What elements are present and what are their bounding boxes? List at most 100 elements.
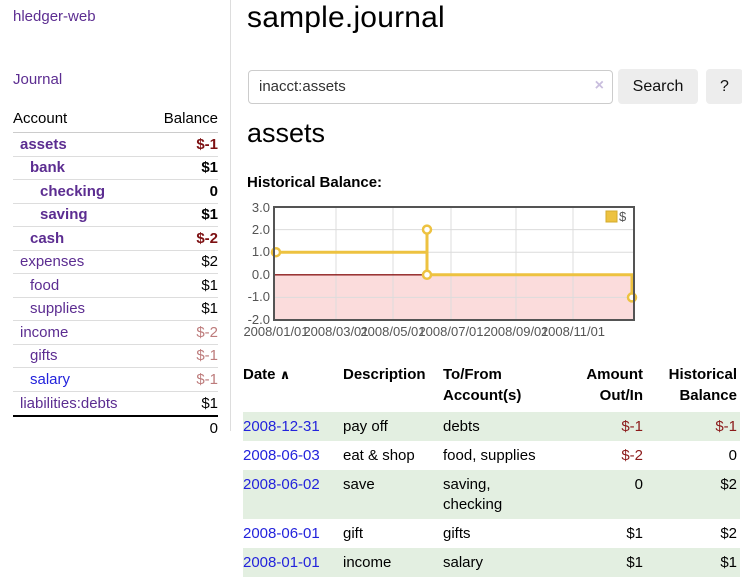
- account-row-liabilities-debts: liabilities:debts $1: [13, 392, 218, 416]
- transaction-balance: 0: [728, 446, 737, 464]
- account-balance: $-2: [196, 229, 218, 247]
- y-tick: -2.0: [247, 312, 270, 327]
- account-link-cash[interactable]: cash: [30, 229, 65, 247]
- account-link-expenses[interactable]: expenses: [20, 253, 85, 271]
- transaction-description: gift: [343, 524, 364, 542]
- transaction-amount: $1: [626, 524, 643, 542]
- historical-balance-label: Historical Balance:: [247, 174, 383, 191]
- account-balance-table: Account Balance assets $-1 bank $1 check…: [13, 104, 218, 440]
- y-tick: -1.0: [247, 289, 270, 304]
- balance-series-line: [276, 229, 634, 298]
- account-balance: $-1: [196, 347, 218, 365]
- transaction-description: income: [343, 553, 392, 571]
- transaction-accounts: gifts: [443, 524, 471, 542]
- chart-canvas: $: [270, 206, 638, 321]
- account-link-checking[interactable]: checking: [40, 182, 106, 200]
- accounts-total-value: 0: [209, 420, 218, 437]
- balance-column-header: Balance: [163, 110, 218, 127]
- historical-balance-chart: 3.0 2.0 1.0 0.0 -1.0 -2.0: [240, 200, 642, 348]
- transaction-date-link[interactable]: 2008-01-01: [243, 553, 320, 571]
- account-heading: assets: [247, 118, 326, 148]
- account-table-header: Account Balance: [13, 104, 218, 133]
- search-input[interactable]: [248, 69, 613, 104]
- transaction-amount: 0: [634, 475, 643, 493]
- register-table: Date ∧ Description To/From Account(s) Am…: [243, 362, 740, 577]
- account-row-saving: saving $1: [13, 204, 218, 227]
- y-tick: 0.0: [251, 267, 270, 282]
- chart-frame: [273, 206, 635, 321]
- date-header-label: Date: [243, 366, 276, 383]
- account-link-food[interactable]: food: [30, 276, 60, 294]
- register-header-row: Date ∧ Description To/From Account(s) Am…: [243, 362, 740, 412]
- account-balance: $-1: [196, 135, 218, 153]
- account-balance: $2: [201, 253, 218, 271]
- account-link-gifts[interactable]: gifts: [30, 347, 58, 365]
- transaction-balance: $1: [720, 553, 737, 571]
- transaction-balance: $2: [720, 475, 737, 493]
- account-balance: $1: [201, 300, 218, 318]
- transaction-amount: $-2: [621, 446, 643, 464]
- account-balance: $1: [201, 206, 218, 224]
- account-balance: $1: [201, 159, 218, 177]
- account-row-gifts: gifts $-1: [13, 345, 218, 368]
- account-balance: $1: [201, 394, 218, 412]
- y-tick: 2.0: [251, 222, 270, 237]
- search-button[interactable]: Search: [618, 69, 698, 104]
- account-link-supplies[interactable]: supplies: [30, 300, 86, 318]
- account-row-income: income $-2: [13, 321, 218, 345]
- transaction-row: 2008-06-03 eat & shop food, supplies $-2…: [243, 441, 740, 470]
- transaction-accounts: salary: [443, 553, 484, 571]
- account-row-cash: cash $-2: [13, 227, 218, 251]
- sidebar-item-journal[interactable]: Journal: [13, 71, 63, 88]
- account-column-header: Account: [13, 110, 68, 127]
- accounts-total-row: 0: [13, 415, 218, 440]
- sort-ascending-icon: ∧: [279, 367, 291, 382]
- amount-column-header: Amount Out/In: [586, 366, 643, 404]
- account-row-assets: assets $-1: [13, 133, 218, 157]
- app-brand-link[interactable]: hledger-web: [13, 8, 96, 25]
- account-row-checking: checking 0: [13, 180, 218, 204]
- account-link-bank[interactable]: bank: [30, 159, 66, 177]
- transaction-date-link[interactable]: 2008-06-02: [243, 475, 320, 493]
- x-tick: 2008/05/01: [360, 324, 426, 339]
- account-row-expenses: expenses $2: [13, 251, 218, 274]
- account-balance: $-1: [196, 370, 218, 388]
- transaction-date-link[interactable]: 2008-06-03: [243, 446, 320, 464]
- balance-column-header: Historical Balance: [668, 366, 737, 404]
- tofrom-column-header: To/From Account(s): [443, 366, 522, 404]
- account-row-food: food $1: [13, 274, 218, 298]
- x-tick: 2008/01/01: [243, 324, 309, 339]
- y-tick: 3.0: [251, 200, 270, 215]
- account-balance: $1: [201, 276, 218, 294]
- date-column-header[interactable]: Date ∧: [243, 362, 343, 412]
- transaction-amount: $1: [626, 553, 643, 571]
- transaction-accounts: debts: [443, 417, 480, 435]
- transaction-description: pay off: [343, 417, 388, 435]
- gridlines: [274, 207, 634, 320]
- legend-label: $: [619, 209, 627, 224]
- transaction-amount: $-1: [621, 417, 643, 435]
- account-link-liabilities-debts[interactable]: liabilities:debts: [20, 394, 118, 412]
- account-row-bank: bank $1: [13, 157, 218, 180]
- transaction-date-link[interactable]: 2008-06-01: [243, 524, 320, 542]
- transaction-row: 2008-12-31 pay off debts $-1 $-1: [243, 412, 740, 441]
- transaction-balance: $-1: [715, 417, 737, 435]
- account-link-saving[interactable]: saving: [40, 206, 88, 224]
- transaction-row: 2008-01-01 income salary $1 $1: [243, 548, 740, 577]
- x-tick: 2008/09/01: [483, 324, 549, 339]
- transaction-description: eat & shop: [343, 446, 415, 464]
- clear-search-icon[interactable]: ×: [594, 76, 604, 94]
- transaction-accounts: saving, checking: [443, 475, 503, 513]
- account-link-income[interactable]: income: [20, 323, 69, 341]
- help-button[interactable]: ?: [706, 69, 742, 104]
- transaction-description: save: [343, 475, 375, 493]
- legend-swatch: [605, 210, 618, 223]
- transaction-date-link[interactable]: 2008-12-31: [243, 417, 320, 435]
- account-link-salary[interactable]: salary: [30, 370, 71, 388]
- x-tick: 2008/11/01: [540, 324, 606, 339]
- page-title: sample.journal: [247, 1, 445, 34]
- transaction-row: 2008-06-01 gift gifts $1 $2: [243, 519, 740, 548]
- transaction-row: 2008-06-02 save saving, checking 0 $2: [243, 470, 740, 519]
- account-balance: $-2: [196, 323, 218, 341]
- account-link-assets[interactable]: assets: [20, 135, 67, 153]
